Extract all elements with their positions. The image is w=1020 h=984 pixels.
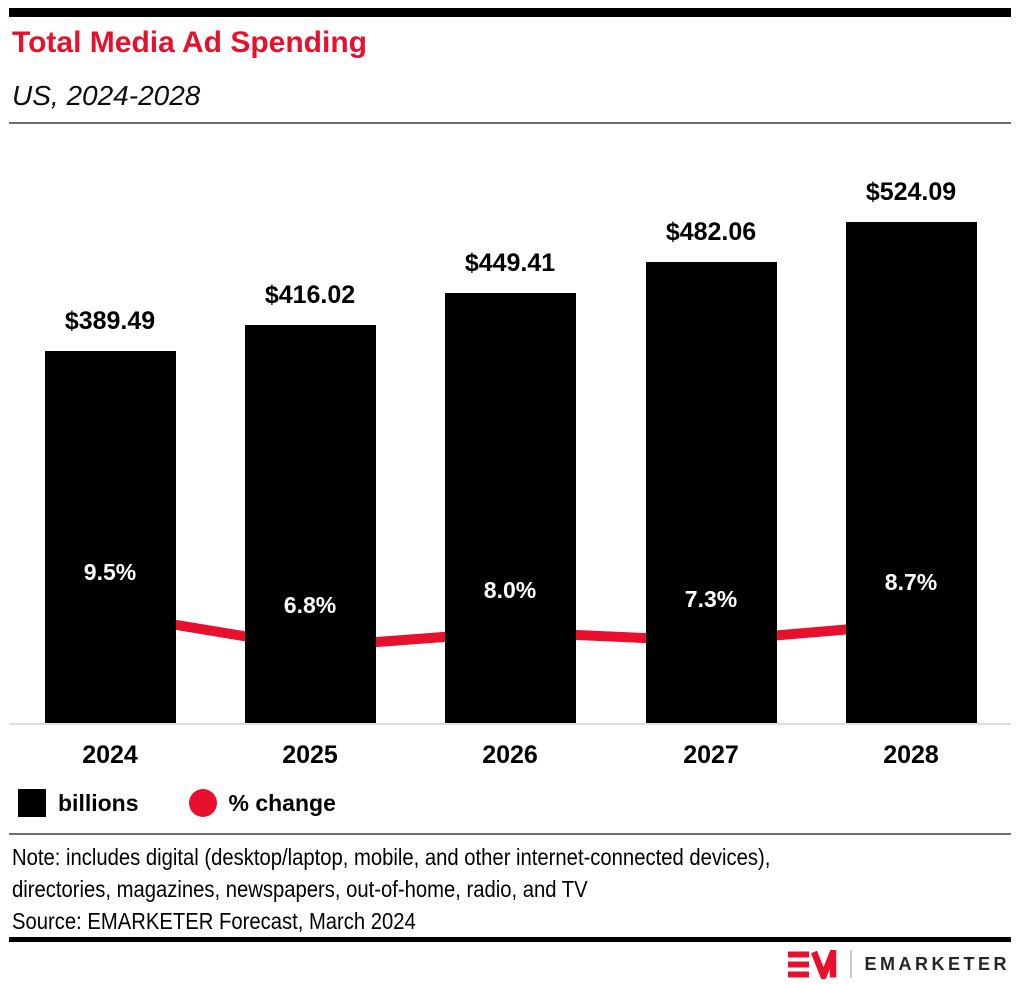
pct-change-legend-label: % change: [228, 789, 336, 816]
page-title: Total Media Ad Spending: [12, 26, 367, 59]
bar-2025: [244, 325, 376, 723]
logo-divider: [850, 950, 853, 978]
bar-2027: [645, 262, 777, 723]
bar-2028: [845, 222, 977, 723]
chart-source: Source: EMARKETER Forecast, March 2024: [12, 908, 416, 934]
pct-change-label: 9.5%: [83, 559, 137, 585]
pct-change-label: 6.8%: [283, 592, 337, 618]
x-axis-label-2024: 2024: [82, 741, 138, 769]
page-subtitle: US, 2024-2028: [12, 80, 201, 111]
pct-change-swatch-icon: [188, 789, 217, 817]
bar-value-label: $416.02: [264, 281, 356, 309]
pct-change-label: 8.7%: [884, 569, 938, 595]
bar-2026: [444, 293, 576, 723]
chart-legend: billions % change: [18, 789, 336, 817]
bar-value-label: $389.49: [64, 307, 156, 335]
x-axis-label-2026: 2026: [482, 741, 538, 769]
brand-wordmark: EMARKETER: [864, 953, 1010, 974]
x-axis-label-2025: 2025: [282, 741, 338, 769]
footer-brand: EMARKETER: [788, 948, 1010, 980]
x-axis-label-2027: 2027: [683, 741, 739, 769]
bar-value-label: $482.06: [665, 218, 757, 246]
billions-legend-label: billions: [58, 789, 139, 816]
billions-swatch-icon: [18, 789, 46, 817]
footer-divider: [9, 937, 1011, 942]
pct-change-label: 7.3%: [684, 586, 738, 612]
emarketer-logo-icon: [788, 949, 837, 979]
chart-note-line1: Note: includes digital (desktop/laptop, …: [12, 844, 771, 870]
x-axis-baseline: [9, 723, 1011, 725]
header-divider: [9, 122, 1011, 124]
x-axis-label-2028: 2028: [883, 741, 939, 769]
top-accent-bar: [9, 8, 1011, 17]
bar-value-label: $449.41: [464, 249, 556, 277]
chart-note-line2: directories, magazines, newspapers, out-…: [12, 876, 588, 902]
pct-change-label: 8.0%: [483, 577, 537, 603]
bar-value-label: $524.09: [865, 178, 957, 206]
legend-divider: [9, 833, 1011, 835]
bar-2024: [44, 351, 176, 723]
